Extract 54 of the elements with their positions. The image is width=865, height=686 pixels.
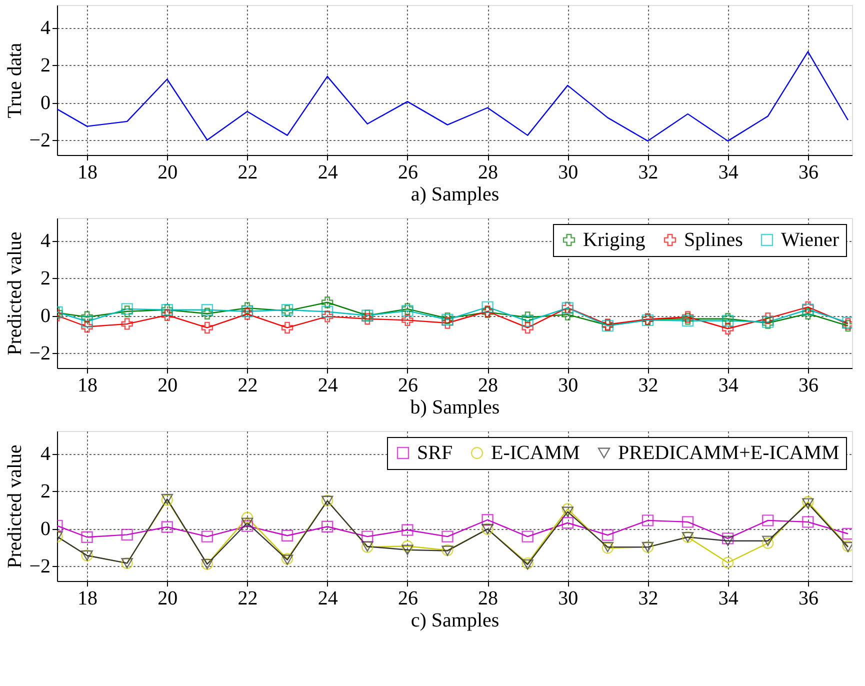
x-tick-label: 22 bbox=[238, 374, 258, 396]
x-tick-label: 34 bbox=[718, 162, 738, 184]
x-tick-label: 34 bbox=[718, 374, 738, 396]
x-tick-label: 28 bbox=[478, 162, 498, 184]
x-tick-label: 24 bbox=[318, 374, 338, 396]
y-tick-label: 0 bbox=[40, 305, 50, 327]
y-tick-label: 0 bbox=[40, 518, 50, 540]
x-tick-label: 24 bbox=[318, 588, 338, 610]
y-tick-label: −2 bbox=[29, 130, 50, 152]
y-axis-title: Predicted value bbox=[4, 444, 26, 568]
x-tick-label: 26 bbox=[398, 162, 418, 184]
x-tick-label: 20 bbox=[158, 374, 178, 396]
x-tick-label: 32 bbox=[638, 588, 658, 610]
x-tick-label: 30 bbox=[558, 374, 578, 396]
y-tick-label: −2 bbox=[29, 556, 50, 578]
x-tick-label: 30 bbox=[558, 588, 578, 610]
x-axis-title: a) Samples bbox=[410, 184, 500, 206]
legend-label: SRF bbox=[417, 442, 453, 464]
legend-label: E-ICAMM bbox=[491, 442, 580, 464]
x-tick-label: 18 bbox=[78, 162, 98, 184]
x-tick-label: 34 bbox=[718, 588, 738, 610]
y-tick-label: 2 bbox=[40, 480, 50, 502]
y-tick-label: 0 bbox=[40, 92, 50, 114]
x-tick-label: 32 bbox=[638, 374, 658, 396]
x-tick-label: 26 bbox=[398, 374, 418, 396]
legend-label: Kriging bbox=[583, 229, 646, 251]
x-tick-label: 20 bbox=[158, 588, 178, 610]
x-axis-title: b) Samples bbox=[410, 396, 500, 418]
y-tick-label: 2 bbox=[40, 268, 50, 290]
x-tick-label: 28 bbox=[478, 374, 498, 396]
x-tick-label: 22 bbox=[238, 162, 258, 184]
legend-label: Wiener bbox=[781, 229, 840, 251]
y-tick-label: 4 bbox=[40, 230, 50, 252]
x-tick-label: 30 bbox=[558, 162, 578, 184]
x-tick-label: 36 bbox=[798, 374, 818, 396]
x-tick-label: 28 bbox=[478, 588, 498, 610]
x-tick-label: 18 bbox=[78, 588, 98, 610]
y-tick-label: 4 bbox=[40, 443, 50, 465]
x-tick-label: 36 bbox=[798, 162, 818, 184]
y-tick-label: 2 bbox=[40, 54, 50, 76]
y-tick-label: 4 bbox=[40, 17, 50, 39]
x-axis-title: c) Samples bbox=[410, 610, 500, 632]
x-tick-label: 32 bbox=[638, 162, 658, 184]
legend-label: Splines bbox=[684, 229, 744, 251]
y-tick-label: −2 bbox=[29, 342, 50, 364]
x-tick-label: 18 bbox=[78, 374, 98, 396]
y-axis-title: True data bbox=[4, 42, 26, 118]
x-tick-label: 24 bbox=[318, 162, 338, 184]
x-tick-label: 26 bbox=[398, 588, 418, 610]
y-axis-title: Predicted value bbox=[4, 231, 26, 356]
x-tick-label: 20 bbox=[158, 162, 178, 184]
x-tick-label: 36 bbox=[798, 588, 818, 610]
legend-label: PREDICAMM+E-ICAMM bbox=[618, 442, 840, 464]
x-tick-label: 22 bbox=[238, 588, 258, 610]
